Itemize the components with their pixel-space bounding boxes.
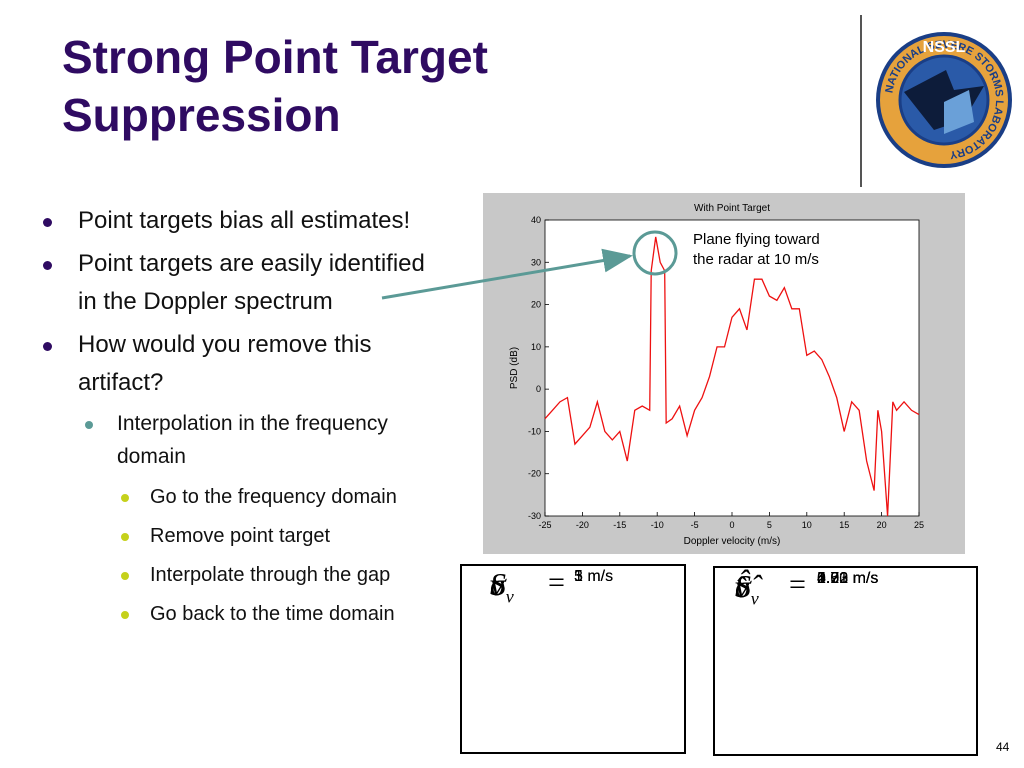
bullet: Point targets are easily identified in t…	[40, 245, 440, 321]
chart: With Point Target Doppler velocity (m/s) P…	[509, 203, 924, 547]
symbol-subscript: v	[505, 586, 514, 607]
y-tick-label: -30	[528, 511, 541, 521]
truth-box: S = 1 v = 5 m/s σv = 3 m/s	[460, 564, 686, 754]
y-tick-label: 0	[536, 384, 541, 394]
y-tick-label: 10	[531, 342, 541, 352]
x-tick-label: -10	[651, 520, 664, 530]
x-axis-label: Doppler velocity (m/s)	[684, 536, 781, 547]
equals: =	[542, 566, 565, 599]
symbol-text: v̂	[735, 568, 750, 604]
data-line	[544, 236, 920, 517]
bullet: Point targets bias all estimates!	[40, 202, 440, 240]
x-tick-label: 25	[914, 520, 924, 530]
truth-value: 3 m/s	[574, 568, 614, 585]
y-tick-label: -20	[528, 469, 541, 479]
estimate-value: 4.70 m/s	[817, 570, 879, 587]
chart-title: With Point Target	[694, 203, 770, 214]
symbol-text: S	[490, 566, 506, 602]
x-tick-label: 20	[877, 520, 887, 530]
bullet: Go to the frequency domain	[40, 478, 440, 517]
logo-text: NSSL	[923, 39, 966, 56]
bullet: Interpolation in the frequency domain	[40, 407, 440, 473]
x-tick-label: 10	[802, 520, 812, 530]
truth-value: 1	[574, 568, 583, 585]
symbol: v̂	[735, 568, 749, 605]
slide-number: 44	[996, 740, 1010, 754]
bullet-list: Point targets bias all estimates! Point t…	[40, 202, 440, 634]
y-tick-label: -10	[528, 426, 541, 436]
estimate-value: 1.01	[817, 570, 849, 587]
equals: =	[783, 568, 806, 601]
estimate-value: 2.72 m/s	[817, 570, 879, 587]
symbol-text: v	[490, 566, 505, 602]
annotation-text: the radar at 10 m/s	[693, 251, 819, 268]
equals: =	[542, 566, 565, 599]
bullet: Go back to the time domain	[40, 595, 440, 634]
estimate-value: 5.23 m/s	[817, 570, 879, 587]
symbol: σv	[490, 566, 514, 607]
symbol: σ̂v	[735, 568, 759, 609]
logo: NATIONAL SEVERE STORMS LABORATORY NSSL	[876, 32, 1012, 168]
slide-title: Strong Point Target Suppression	[62, 28, 488, 144]
equals: =	[783, 568, 806, 601]
annotation-circle	[632, 230, 678, 276]
symbol: v	[490, 566, 504, 603]
title-line: Suppression	[62, 89, 341, 141]
y-tick-label: 40	[531, 215, 541, 225]
symbol: Ŝ	[735, 568, 751, 605]
equals: =	[542, 566, 565, 599]
x-tick-label: -5	[691, 520, 699, 530]
equals: =	[783, 568, 806, 601]
estimate-value: 4.53 m/s	[817, 570, 879, 587]
annotation-text: Plane flying toward	[693, 231, 820, 248]
symbol: S	[490, 566, 506, 603]
symbol-text: Ŝ	[735, 568, 751, 604]
symbol-text: σ̂	[735, 568, 751, 604]
estimate-value: 0.93	[817, 570, 849, 587]
chart-image: With Point Target Doppler velocity (m/s) P…	[483, 193, 965, 554]
bullet: How would you remove this artifact?	[40, 326, 440, 402]
title-line: Strong Point Target	[62, 31, 488, 83]
y-axis-label: PSD (dB)	[509, 347, 520, 389]
symbol-text: σ	[490, 566, 506, 602]
x-tick-label: 5	[767, 520, 772, 530]
bullet: Interpolate through the gap	[40, 556, 440, 595]
symbol-subscript: v	[750, 588, 759, 609]
y-tick-label: 30	[531, 257, 541, 267]
x-tick-label: -20	[576, 520, 589, 530]
truth-value: 5 m/s	[574, 568, 614, 585]
x-tick-label: 0	[729, 520, 734, 530]
x-tick-label: 15	[839, 520, 849, 530]
y-tick-label: 20	[531, 300, 541, 310]
estimate-box: Ŝ = 0.93 1.01 v̂ = 4.70 m/s 4.53 m/s σ̂v = 2.72…	[713, 566, 978, 756]
x-tick-label: -15	[613, 520, 626, 530]
x-tick-label: -25	[538, 520, 551, 530]
divider	[860, 15, 862, 187]
bullet: Remove point target	[40, 517, 440, 556]
